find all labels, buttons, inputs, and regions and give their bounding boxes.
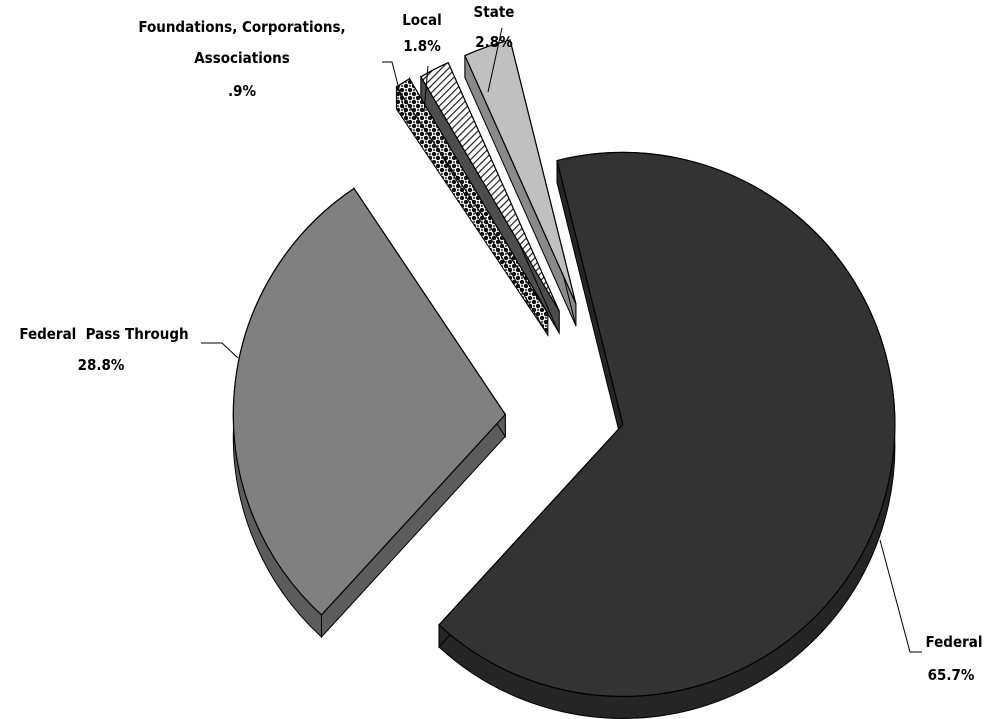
leader-line-federal xyxy=(879,539,922,653)
label-foundations-line1: Foundations, Corporations, xyxy=(138,18,345,36)
label-local-value: 1.8% xyxy=(403,37,441,55)
label-pass-through-name: Federal Pass Through xyxy=(19,325,188,343)
pie-slice-federal xyxy=(438,151,896,698)
label-foundations-value: .9% xyxy=(228,82,257,100)
leader-line-state xyxy=(487,27,503,93)
label-federal-name: Federal xyxy=(926,633,983,651)
leader-line-foundations xyxy=(382,61,409,125)
pie-slice-federal-pass-through xyxy=(232,187,507,616)
label-state-name: State xyxy=(474,3,515,21)
pie-slice-state xyxy=(464,39,577,305)
label-pass-through-value: 28.8% xyxy=(78,356,125,374)
pie-slice-foundations-corporations-associations xyxy=(395,77,549,314)
leader-line-pass-through xyxy=(201,342,239,359)
pie-slice-local xyxy=(420,61,560,312)
label-local-name: Local xyxy=(402,11,442,29)
label-foundations-line2: Associations xyxy=(194,49,290,67)
leader-line-local xyxy=(423,65,429,113)
label-state-value: 2.8% xyxy=(475,33,513,51)
label-federal-value: 65.7% xyxy=(928,666,975,684)
